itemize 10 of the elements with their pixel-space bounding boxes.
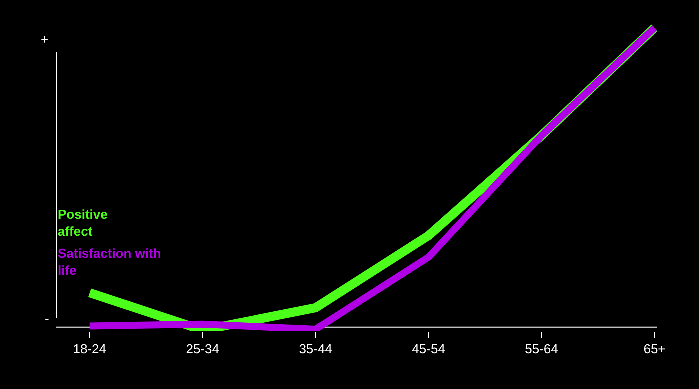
text: - <box>45 311 50 326</box>
text: Satisfaction with life <box>58 246 162 278</box>
text: + <box>41 32 49 47</box>
x-tick-label: 35-44 <box>299 342 332 357</box>
text: Positive affect <box>58 207 108 239</box>
x-tick-label: 65+ <box>644 342 666 357</box>
x-tick-label: 45-54 <box>412 342 446 357</box>
x-tick-label: 25-34 <box>186 342 220 357</box>
x-tick-label: 55-64 <box>525 342 558 357</box>
x-tick-label: 18-24 <box>73 342 107 357</box>
